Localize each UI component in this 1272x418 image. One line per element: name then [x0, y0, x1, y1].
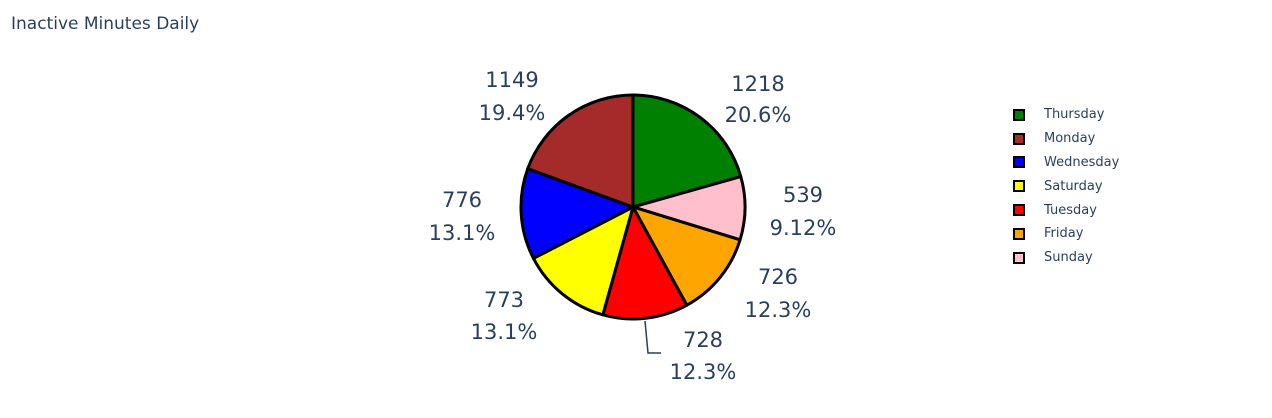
- legend: Thursday Monday Wednesday Saturday Tuesday Fr…: [1012, 103, 1119, 270]
- slice-value-label-monday: 1149: [485, 68, 538, 92]
- legend-label: Sunday: [1044, 250, 1093, 266]
- pie-slice-monday[interactable]: [526, 93, 635, 209]
- legend-item-saturday[interactable]: Saturday: [1012, 174, 1119, 198]
- legend-swatch: [1013, 180, 1025, 193]
- pie-slice-friday[interactable]: [631, 205, 742, 307]
- legend-swatch: [1013, 251, 1025, 264]
- slice-value-label-saturday: 773: [484, 288, 524, 312]
- chart-title: Inactive Minutes Daily: [11, 14, 200, 34]
- legend-swatch: [1013, 132, 1025, 145]
- legend-item-thursday[interactable]: Thursday: [1012, 103, 1119, 127]
- legend-swatch: [1013, 156, 1025, 169]
- pie-slice-tuesday[interactable]: [601, 205, 689, 321]
- slice-value-label-friday: 726: [758, 265, 798, 289]
- legend-swatch: [1013, 204, 1025, 217]
- slice-percent-label-thursday: 20.6%: [725, 103, 792, 127]
- slice-percent-label-sunday: 9.12%: [770, 216, 837, 240]
- pie-slice-saturday[interactable]: [531, 205, 635, 317]
- slice-value-label-tuesday: 728: [683, 328, 723, 352]
- legend-item-wednesday[interactable]: Wednesday: [1012, 151, 1119, 175]
- legend-label: Wednesday: [1044, 154, 1120, 170]
- label-connector-line: [644, 320, 661, 354]
- legend-item-monday[interactable]: Monday: [1012, 127, 1119, 151]
- legend-label: Tuesday: [1044, 202, 1097, 218]
- slice-value-label-sunday: 539: [783, 183, 823, 207]
- pie-slice-wednesday[interactable]: [519, 167, 635, 260]
- slice-percent-label-friday: 12.3%: [745, 298, 812, 322]
- legend-item-sunday[interactable]: Sunday: [1012, 246, 1119, 270]
- legend-item-tuesday[interactable]: Tuesday: [1012, 198, 1119, 222]
- legend-item-friday[interactable]: Friday: [1012, 222, 1119, 246]
- legend-label: Friday: [1044, 226, 1084, 242]
- slice-percent-label-wednesday: 13.1%: [429, 221, 496, 245]
- legend-label: Monday: [1044, 131, 1096, 147]
- legend-label: Saturday: [1044, 178, 1103, 194]
- slice-value-label-wednesday: 776: [442, 188, 482, 212]
- legend-swatch: [1013, 108, 1025, 121]
- slice-percent-label-saturday: 13.1%: [471, 320, 538, 344]
- slice-percent-label-tuesday: 12.3%: [670, 360, 737, 384]
- legend-swatch: [1013, 227, 1025, 240]
- slice-percent-label-monday: 19.4%: [479, 101, 546, 125]
- pie-slice-thursday[interactable]: [631, 93, 743, 209]
- slice-value-label-thursday: 1218: [731, 72, 784, 96]
- legend-label: Thursday: [1044, 107, 1105, 123]
